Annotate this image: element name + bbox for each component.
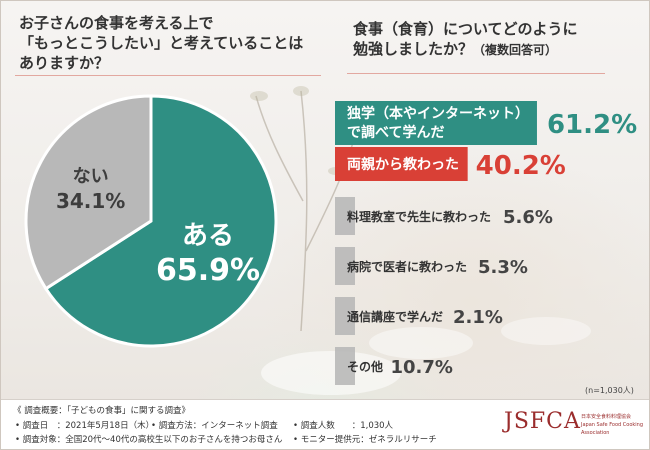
bar-value-2: 5.6% bbox=[503, 207, 553, 228]
pie-slice-0 bbox=[43, 94, 278, 348]
bar-label-2: 料理教室で先生に教わった bbox=[347, 209, 491, 224]
bar-1 bbox=[335, 147, 468, 181]
question-2-title: 食事（食育）についてどのように 勉強しましたか？（複数回答可） bbox=[353, 20, 578, 58]
pie-value-1: 34.1% bbox=[56, 189, 125, 213]
jsfca-logo-subtitle: 日本安全食料料理協会 Japan Safe Food Cooking Assoc… bbox=[581, 414, 644, 436]
question-1-title: お子さんの食事を考える上で 「もっとこうしたい」と考えていることは ありますか？ bbox=[19, 14, 304, 72]
jsfca-logo: JSFCA bbox=[504, 409, 581, 434]
bar-label-0-line2: で調べて学んだ bbox=[347, 124, 444, 141]
survey-date: • 調査日 ：2021年5月18日（木） bbox=[15, 421, 155, 431]
bar-0 bbox=[335, 101, 537, 145]
pie-value-0: 65.9% bbox=[156, 253, 260, 288]
survey-count: • 調査人数 ：1,030人 bbox=[293, 421, 394, 431]
bar-3 bbox=[335, 247, 355, 285]
question-2-underline bbox=[347, 73, 605, 74]
survey-summary: 《 調査概要：「子どもの食事」に関する調査》 bbox=[13, 406, 190, 416]
bar-value-0: 61.2% bbox=[547, 110, 637, 140]
bar-label-0-line1: 独学（本やインターネット） bbox=[347, 105, 529, 122]
pie-label-1: ない bbox=[73, 166, 109, 187]
bar-2 bbox=[335, 197, 355, 235]
sample-size-note: (n=1,030人) bbox=[585, 386, 634, 395]
bar-label-3: 病院で医者に教わった bbox=[347, 259, 467, 274]
bar-5 bbox=[335, 347, 355, 385]
bar-value-4: 2.1% bbox=[453, 307, 503, 328]
question-1-underline bbox=[15, 75, 321, 76]
bar-value-5: 10.7% bbox=[391, 357, 453, 378]
pie-label-0: ある bbox=[182, 221, 234, 251]
pie-slice-1 bbox=[24, 94, 153, 291]
survey-target: • 調査対象：全国20代〜40代の高校生以下のお子さんを持つお母さん bbox=[15, 435, 283, 445]
survey-footer: 《 調査概要：「子どもの食事」に関する調査》 • 調査日 ：2021年5月18日… bbox=[1, 399, 649, 449]
survey-method: • 調査方法：インターネット調査 bbox=[151, 421, 278, 431]
bar-label-4: 通信講座で学んだ bbox=[347, 309, 443, 324]
bar-4 bbox=[335, 297, 355, 335]
survey-provider: • モニター提供元：ゼネラルリサーチ bbox=[293, 435, 437, 445]
bar-label-5: その他 bbox=[347, 359, 383, 374]
bar-label-1: 両親から教わった bbox=[347, 156, 459, 173]
bar-value-1: 40.2% bbox=[476, 151, 566, 181]
bar-value-3: 5.3% bbox=[478, 257, 528, 278]
